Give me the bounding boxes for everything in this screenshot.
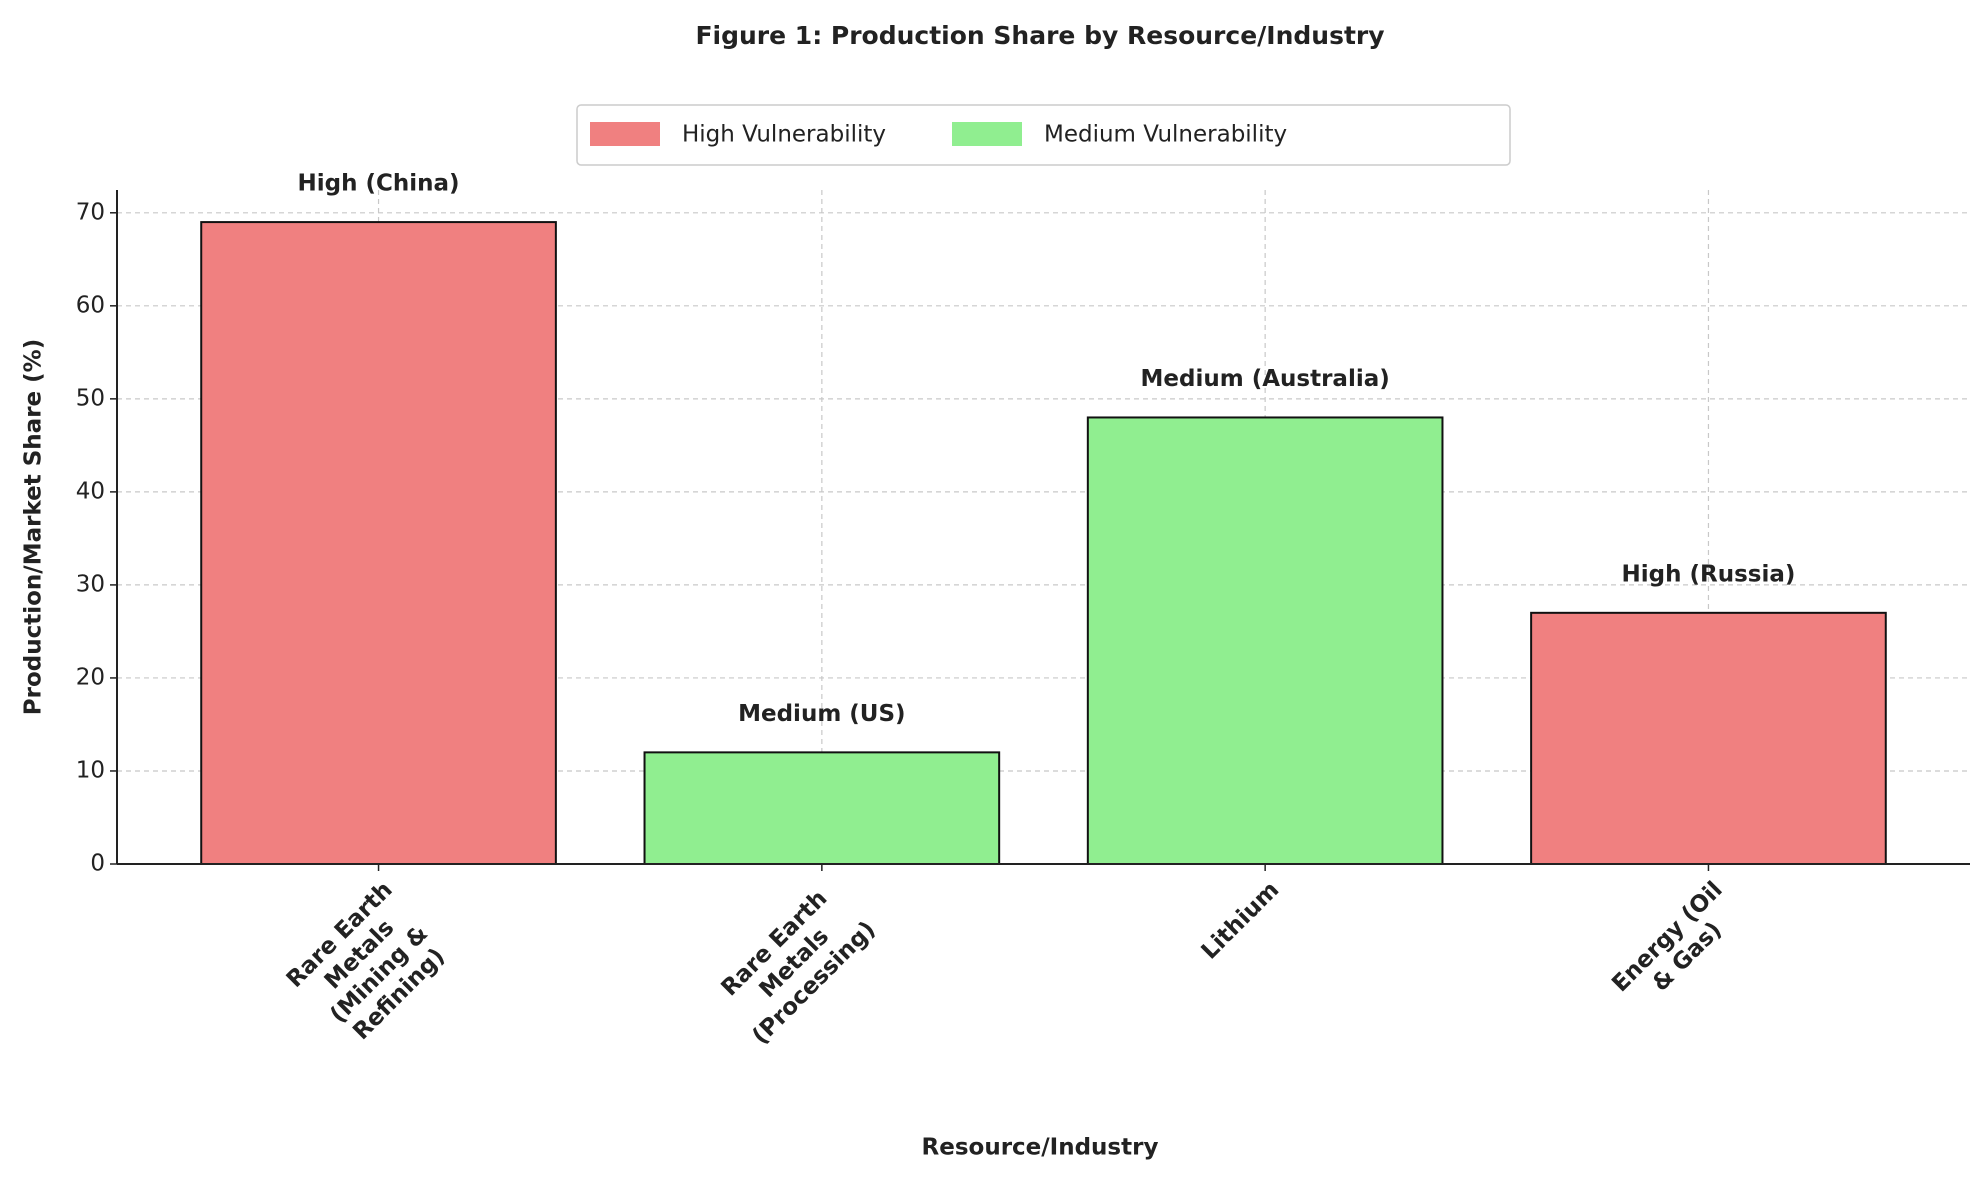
y-tick-label: 70 xyxy=(76,199,105,225)
x-tick-label-group: Energy (Oil& Gas) xyxy=(1607,876,1747,1016)
bar-annotation: Medium (US) xyxy=(738,701,905,727)
bar-annotation: High (Russia) xyxy=(1622,561,1796,587)
x-tick-label: Rare EarthMetals(Processing) xyxy=(707,876,880,1049)
y-axis-label: Production/Market Share (%) xyxy=(21,339,47,715)
legend-swatch xyxy=(590,122,660,146)
x-tick-label: Lithium xyxy=(1196,876,1284,964)
y-tick-label: 0 xyxy=(90,851,105,877)
y-tick-label: 60 xyxy=(76,292,105,318)
bar xyxy=(200,221,557,866)
bars xyxy=(200,221,1887,866)
legend-label: High Vulnerability xyxy=(682,122,886,148)
bar-annotation: Medium (Australia) xyxy=(1141,366,1390,392)
y-tick-label: 40 xyxy=(76,478,105,504)
x-tick-label: Energy (Oil& Gas) xyxy=(1607,876,1747,1016)
labels: 0 10 20 30 40 50 60 70 High (China) High (Russia)… xyxy=(76,104,1970,1051)
legend: High Vulnerability Medium Vulnerability xyxy=(576,104,1511,166)
x-axis-label: Resource/Industry xyxy=(922,1135,1159,1161)
bar xyxy=(1086,416,1444,865)
y-tick-label: 30 xyxy=(76,571,105,597)
x-tick-label-group: Lithium xyxy=(1196,876,1284,964)
chart-title: Figure 1: Production Share by Resource/I… xyxy=(695,21,1384,50)
legend-swatch xyxy=(952,122,1022,146)
x-tick-label-group: Rare EarthMetals(Mining &Refining) xyxy=(281,876,456,1051)
bar-annotation: High (China) xyxy=(298,171,460,197)
y-tick-label: 10 xyxy=(76,757,105,783)
legend-frame xyxy=(576,104,1511,166)
x-tick-label-group: Rare EarthMetals(Processing) xyxy=(707,876,880,1049)
y-tick-label: 20 xyxy=(76,664,105,690)
x-tick-label: Rare EarthMetals(Mining &Refining) xyxy=(281,876,456,1051)
y-tick-label: 50 xyxy=(76,385,105,411)
legend-label: Medium Vulnerability xyxy=(1044,122,1287,148)
bar xyxy=(1530,611,1887,866)
bar xyxy=(643,751,1001,865)
